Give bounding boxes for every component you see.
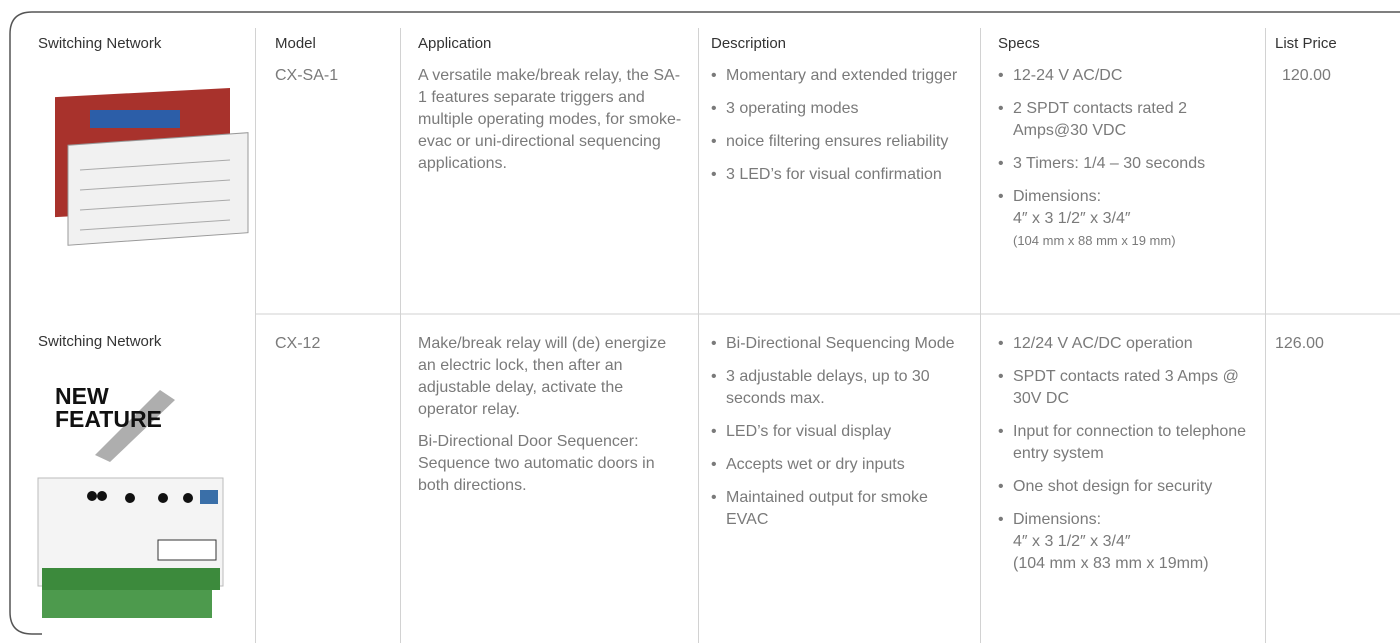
price: 120.00 <box>1282 67 1331 84</box>
divider <box>980 28 981 643</box>
dimensions-label: Dimensions: <box>1013 188 1102 205</box>
column-header: Application <box>418 35 492 52</box>
category: Switching Network <box>38 333 162 350</box>
price-cell: 126.00 <box>1275 333 1393 355</box>
spec-item: 12-24 V AC/DC <box>998 65 1260 87</box>
description-cell: Bi-Directional Sequencing Mode 3 adjustab… <box>711 333 973 542</box>
model: CX-12 <box>275 335 321 352</box>
price: 126.00 <box>1275 335 1324 352</box>
column-header: Model <box>275 35 316 52</box>
description-item: Accepts wet or dry inputs <box>711 454 973 476</box>
description-item: 3 adjustable delays, up to 30 seconds ma… <box>711 366 973 410</box>
description-item: 3 LED’s for visual confirmation <box>711 164 973 186</box>
divider <box>255 28 256 643</box>
model-cell: CX-12 <box>275 333 395 355</box>
application-text: Make/break relay will (de) energize an e… <box>418 335 667 418</box>
spec-item: SPDT contacts rated 3 Amps @ 30V DC <box>998 366 1260 410</box>
spec-item: 3 Timers: 1/4 – 30 seconds <box>998 153 1260 175</box>
description-item: Bi-Directional Sequencing Mode <box>711 333 973 355</box>
description-item: Momentary and extended trigger <box>711 65 973 87</box>
divider <box>1265 28 1266 643</box>
dimensions-metric: (104 mm x 88 mm x 19 mm) <box>1013 233 1176 248</box>
price-cell: 120.00 <box>1282 65 1400 87</box>
spec-item: Input for connection to telephone entry … <box>998 421 1260 465</box>
spec-item: Dimensions: 4″ x 3 1/2″ x 3/4″ (104 mm x 8… <box>998 509 1260 575</box>
description-item: noice filtering ensures reliability <box>711 131 973 153</box>
column-header: Specs <box>998 35 1040 52</box>
product-image <box>37 477 224 618</box>
column-header: List Price <box>1275 35 1337 52</box>
application-cell: Make/break relay will (de) energize an e… <box>418 333 686 507</box>
spec-item: One shot design for security <box>998 476 1260 498</box>
specs-cell: 12-24 V AC/DC 2 SPDT contacts rated 2 Amp… <box>998 65 1260 252</box>
application-cell: A versatile make/break relay, the SA-1 f… <box>418 65 686 185</box>
dimensions-metric: (104 mm x 83 mm x 19mm) <box>1013 555 1209 572</box>
category: Switching Network <box>38 35 162 52</box>
divider <box>698 28 699 643</box>
dimensions-size: 4″ x 3 1/2″ x 3/4″ <box>1013 210 1131 227</box>
application-text: A versatile make/break relay, the SA-1 f… <box>418 67 682 172</box>
column-header: Description <box>711 35 787 52</box>
badge-line: FEATURE <box>55 406 162 432</box>
spec-item: 2 SPDT contacts rated 2 Amps@30 VDC <box>998 98 1260 142</box>
badge: NEW FEATURE <box>55 385 162 431</box>
description-item: 3 operating modes <box>711 98 973 120</box>
description-item: LED’s for visual display <box>711 421 973 443</box>
spec-item: 12/24 V AC/DC operation <box>998 333 1260 355</box>
badge-line: NEW <box>55 383 109 409</box>
spec-item: Dimensions: 4″ x 3 1/2″ x 3/4″ (104 mm x 8… <box>998 186 1260 252</box>
description-cell: Momentary and extended trigger 3 operatin… <box>711 65 973 197</box>
model: CX-SA-1 <box>275 67 339 84</box>
description-item: Maintained output for smoke EVAC <box>711 487 973 531</box>
application-text: Bi-Directional Door Sequencer: Sequence … <box>418 433 655 494</box>
specs-cell: 12/24 V AC/DC operation SPDT contacts rat… <box>998 333 1260 575</box>
model-cell: CX-SA-1 <box>275 65 395 87</box>
product-image <box>55 87 249 246</box>
dimensions-label: Dimensions: <box>1013 511 1102 528</box>
divider <box>400 28 401 643</box>
dimensions-size: 4″ x 3 1/2″ x 3/4″ <box>1013 533 1131 550</box>
